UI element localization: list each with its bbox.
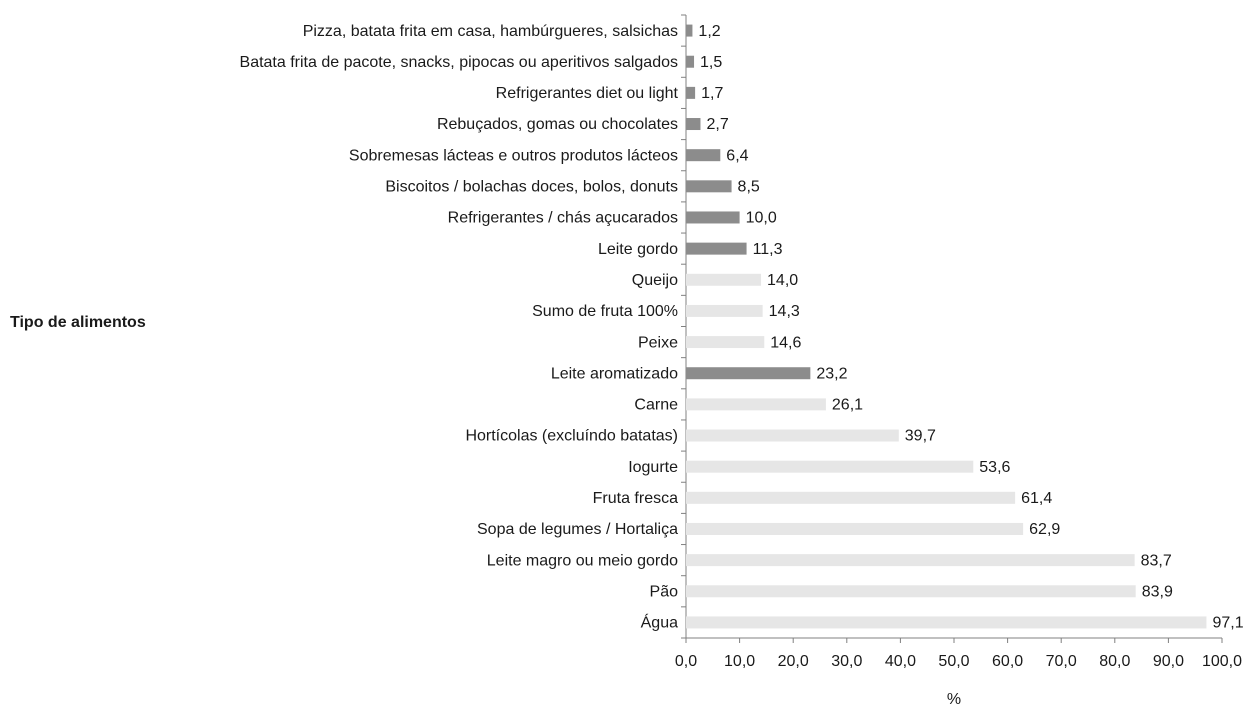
x-tick-label: 100,0 <box>1202 653 1242 670</box>
x-tick-label: 0,0 <box>675 653 697 670</box>
bar <box>686 180 732 193</box>
bar <box>686 24 693 37</box>
y-tick-label: Sopa de legumes / Hortaliça <box>477 521 678 538</box>
bar <box>686 304 763 317</box>
y-tick-label: Leite magro ou meio gordo <box>487 552 678 569</box>
bar <box>686 616 1207 629</box>
value-label: 26,1 <box>832 397 863 414</box>
y-tick-label: Peixe <box>638 334 678 351</box>
x-tick-label: 10,0 <box>724 653 755 670</box>
value-label: 62,9 <box>1029 521 1060 538</box>
value-label: 1,7 <box>701 85 723 102</box>
value-label: 14,3 <box>769 303 800 320</box>
bar <box>686 118 701 131</box>
value-label: 39,7 <box>905 428 936 445</box>
value-label: 14,0 <box>767 272 798 289</box>
value-label: 6,4 <box>726 147 748 164</box>
value-label: 8,5 <box>738 179 760 196</box>
bar <box>686 273 762 286</box>
bar <box>686 429 899 442</box>
y-tick-label: Sumo de fruta 100% <box>532 303 678 320</box>
x-tick-label: 20,0 <box>778 653 809 670</box>
value-label: 97,1 <box>1212 615 1243 632</box>
x-tick-label: 70,0 <box>1046 653 1077 670</box>
y-tick-label: Leite aromatizado <box>551 365 678 382</box>
bar <box>686 149 721 162</box>
value-label: 10,0 <box>746 210 777 227</box>
bar <box>686 55 695 68</box>
y-axis-label: Tipo de alimentos <box>10 314 146 331</box>
y-tick-label: Queijo <box>632 272 678 289</box>
value-label: 1,5 <box>700 54 722 71</box>
y-tick-label: Biscoitos / bolachas doces, bolos, donut… <box>385 179 678 196</box>
bar <box>686 491 1016 504</box>
y-tick-label: Sobremesas lácteas e outros produtos lác… <box>349 147 678 164</box>
value-label: 2,7 <box>706 116 728 133</box>
y-tick-label: Carne <box>634 397 678 414</box>
y-tick-label: Refrigerantes / chás açucarados <box>448 210 678 227</box>
y-tick-label: Pão <box>650 583 679 600</box>
bar <box>686 585 1136 598</box>
value-label: 83,9 <box>1142 583 1173 600</box>
x-tick-label: 80,0 <box>1099 653 1130 670</box>
y-tick-label: Refrigerantes diet ou light <box>496 85 679 102</box>
bar <box>686 211 740 224</box>
y-tick-label: Leite gordo <box>598 241 678 258</box>
bar <box>686 554 1135 567</box>
bar <box>686 398 826 411</box>
value-label: 83,7 <box>1141 552 1172 569</box>
y-tick-label: Água <box>641 613 678 632</box>
x-tick-label: 50,0 <box>938 653 969 670</box>
y-tick-label: Hortícolas (excluíndo batatas) <box>465 428 678 445</box>
y-tick-label: Rebuçados, gomas ou chocolates <box>437 116 678 133</box>
value-label: 1,2 <box>698 23 720 40</box>
bar <box>686 460 974 473</box>
bar <box>686 86 696 99</box>
value-label: 14,6 <box>770 334 801 351</box>
value-label: 23,2 <box>816 365 847 382</box>
bar <box>686 336 765 349</box>
value-label: 11,3 <box>753 241 783 258</box>
y-tick-label: Pizza, batata frita em casa, hambúrguere… <box>303 23 678 40</box>
bar <box>686 522 1024 535</box>
x-axis-label: % <box>947 691 961 707</box>
bar <box>686 242 747 255</box>
y-tick-label: Fruta fresca <box>593 490 678 507</box>
bar <box>686 367 811 380</box>
x-tick-label: 40,0 <box>885 653 916 670</box>
x-tick-label: 60,0 <box>992 653 1023 670</box>
y-tick-label: Batata frita de pacote, snacks, pipocas … <box>240 54 678 71</box>
x-tick-label: 90,0 <box>1153 653 1184 670</box>
value-label: 53,6 <box>979 459 1010 476</box>
value-label: 61,4 <box>1021 490 1052 507</box>
x-tick-label: 30,0 <box>831 653 862 670</box>
y-tick-label: Iogurte <box>628 459 678 476</box>
